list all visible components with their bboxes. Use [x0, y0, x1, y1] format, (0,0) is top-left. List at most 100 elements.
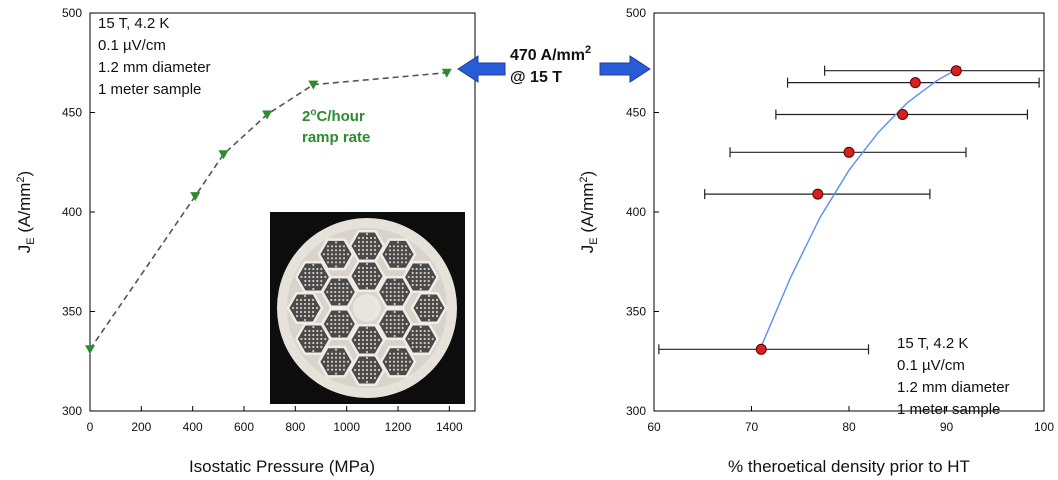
filament-dot [396, 356, 400, 359]
filament-dot [365, 270, 369, 274]
filament-dot [303, 298, 307, 302]
right-data-point [897, 108, 909, 120]
filament-dot [392, 261, 396, 264]
filament-dot [373, 364, 377, 368]
filament-dot [361, 372, 365, 376]
left-annotation-line-1: 15 T, 4.2 K [98, 15, 169, 32]
left-arrow-icon [457, 55, 506, 83]
filament-dot [423, 302, 427, 306]
filament-dot [373, 368, 377, 372]
filament-dot [385, 322, 388, 326]
filament-dot [350, 290, 353, 294]
filament-dot [397, 318, 400, 322]
filament-dot [431, 337, 434, 341]
filament-dot [316, 271, 319, 275]
filament-dot [419, 302, 423, 306]
filament-dot [330, 364, 334, 367]
filament-dot [419, 337, 422, 341]
filament-dot [353, 244, 357, 248]
filament-dot [373, 244, 377, 248]
filament-dot [295, 298, 299, 302]
filament-dot [388, 257, 392, 260]
filament-dot [361, 342, 365, 346]
filament-dot [334, 298, 337, 302]
filament-dot [300, 337, 303, 341]
filament-dot [330, 257, 334, 260]
filament-dot [342, 314, 345, 318]
filament-dot [396, 368, 400, 371]
filament-dot [377, 368, 381, 372]
filament-dot [415, 329, 418, 333]
filament-dot [304, 333, 307, 337]
filament-dot [330, 360, 334, 363]
filament-dot [404, 352, 408, 355]
filament-dot [346, 253, 350, 256]
filament-dot [397, 326, 400, 330]
filament-dot [357, 278, 361, 282]
filament-dot [316, 283, 319, 287]
filament-dot [385, 326, 388, 330]
filament-dot [369, 368, 373, 372]
filament-dot [365, 262, 369, 266]
left-annotation-line-3: 1.2 mm diameter [98, 59, 211, 76]
filament-dot [405, 322, 408, 326]
filament-dot [393, 298, 396, 302]
filament-dot [308, 337, 311, 341]
filament-dot [431, 302, 435, 306]
filament-dot [419, 333, 422, 337]
filament-dot [338, 368, 342, 371]
filament-dot [401, 282, 404, 286]
filament-dot [423, 267, 426, 271]
filament-dot [435, 302, 439, 306]
left-x-tick-label: 200 [131, 420, 151, 434]
filament-dot [396, 364, 400, 367]
filament-dot [320, 341, 323, 345]
filament-dot [393, 330, 396, 334]
filament-dot [373, 342, 377, 346]
filament-dot [381, 322, 384, 326]
filament-dot [342, 352, 346, 355]
filament-dot [369, 240, 373, 244]
right-annotation-line-1: 15 T, 4.2 K [897, 335, 968, 352]
filament-dot [389, 282, 392, 286]
filament-dot [330, 298, 333, 302]
right-y-ticks: 300 350 400 450 500 [626, 6, 659, 418]
filament-dot [435, 306, 439, 310]
filament-dot [393, 314, 396, 318]
filament-dot [304, 283, 307, 287]
filament-dot [338, 326, 341, 330]
filament-dot [330, 368, 334, 371]
filament-dot [307, 314, 311, 318]
filament-dot [330, 286, 333, 290]
filament-dot [311, 306, 315, 310]
filament-dot [389, 290, 392, 294]
filament-dot [427, 275, 430, 279]
filament-dot [415, 337, 418, 341]
filament-dot [373, 346, 377, 350]
filament-dot [415, 279, 418, 283]
filament-dot [373, 266, 377, 270]
filament-dot [316, 275, 319, 279]
filament-dot [365, 232, 369, 236]
filament-dot [338, 245, 342, 248]
filament-dot [334, 282, 337, 286]
filament-dot [326, 368, 330, 371]
right-data-point [812, 188, 824, 200]
filament-dot [334, 322, 337, 326]
filament-dot [312, 271, 315, 275]
right-series-markers [755, 65, 962, 355]
filament-dot [369, 282, 373, 286]
right-y-axis-label: JE (A/mm2) [578, 171, 600, 253]
right-data-point [843, 146, 855, 158]
filament-dot [330, 282, 333, 286]
filament-dot [308, 283, 311, 287]
filament-dot [411, 345, 414, 349]
left-x-tick-label: 400 [183, 420, 203, 434]
filament-dot [411, 333, 414, 337]
left-y-tick-label: 500 [62, 6, 82, 20]
filament-dot [295, 310, 299, 314]
filament-dot [393, 302, 396, 306]
filament-dot [361, 376, 365, 380]
filament-dot [361, 334, 365, 338]
